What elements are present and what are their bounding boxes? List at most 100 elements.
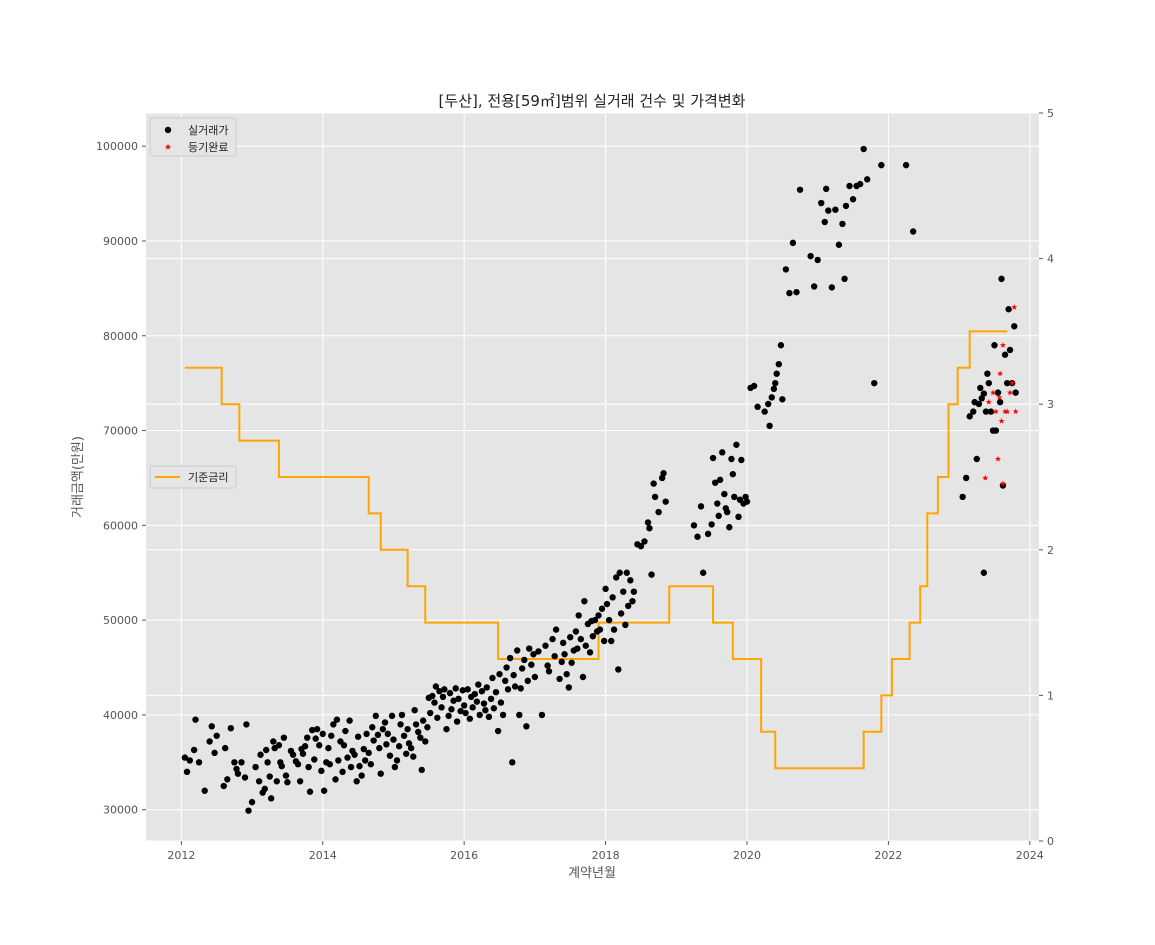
transaction-point	[786, 289, 793, 297]
transaction-point	[452, 685, 459, 692]
transaction-point	[708, 521, 715, 528]
transaction-point	[475, 681, 482, 688]
y2-axis-ticks: 0 1 2 3 4 5	[1039, 107, 1054, 848]
transaction-point	[388, 712, 396, 720]
legend-line: 기준금리	[149, 465, 237, 489]
transaction-point	[772, 379, 779, 387]
transaction-point	[464, 686, 471, 693]
y-tick-label-3: 60000	[103, 519, 138, 532]
transaction-point	[552, 626, 560, 633]
transaction-point	[723, 508, 731, 516]
transaction-point	[591, 616, 599, 624]
transaction-point	[728, 455, 735, 463]
transaction-point	[257, 751, 264, 758]
transaction-point	[262, 746, 270, 754]
transaction-point	[731, 493, 738, 501]
transaction-point	[1012, 389, 1019, 396]
transaction-point	[231, 759, 238, 766]
transaction-point	[567, 633, 574, 641]
transaction-point	[446, 689, 454, 697]
transaction-point	[296, 778, 304, 785]
transaction-point	[419, 717, 427, 724]
x-tick-label-2: 2016	[450, 849, 478, 862]
transaction-point	[370, 737, 377, 744]
transaction-point	[996, 398, 1004, 406]
transaction-point	[347, 763, 355, 771]
transaction-point	[1006, 346, 1014, 354]
transaction-point	[390, 736, 397, 743]
transaction-point	[318, 767, 325, 775]
y2-tick-label-3: 3	[1047, 398, 1054, 411]
transaction-point	[422, 738, 429, 745]
transaction-point	[650, 480, 657, 487]
transaction-point	[655, 508, 662, 516]
transaction-point	[579, 673, 587, 681]
transaction-point	[299, 750, 307, 757]
x-tick-label-4: 2020	[733, 849, 761, 862]
transaction-point	[878, 161, 885, 169]
registered-point	[999, 480, 1006, 487]
transaction-point	[386, 752, 394, 759]
x-tick-label-5: 2022	[874, 849, 902, 862]
transaction-point	[577, 635, 585, 643]
transaction-point	[208, 723, 215, 730]
transaction-point	[407, 744, 415, 752]
y-axis-ticks: 30000 40000 50000 60000 70000 80000 90000 10000…	[96, 140, 146, 817]
transaction-point	[528, 661, 535, 668]
transaction-point	[510, 671, 517, 679]
transaction-point	[549, 635, 556, 643]
transaction-point	[418, 766, 425, 774]
transaction-point	[496, 670, 503, 678]
transaction-point	[499, 711, 507, 719]
transaction-point	[856, 180, 864, 188]
transaction-point	[600, 637, 608, 645]
transaction-point	[598, 605, 606, 612]
transaction-point	[719, 449, 726, 456]
legend-registered-marker	[164, 143, 172, 150]
transaction-point	[415, 728, 422, 736]
transaction-point	[973, 455, 980, 463]
transaction-point	[261, 785, 268, 793]
transaction-point	[476, 711, 483, 719]
transaction-point	[478, 688, 486, 695]
transaction-point	[485, 713, 493, 721]
transaction-point	[450, 697, 457, 704]
transaction-point	[308, 726, 316, 734]
transaction-point	[992, 427, 1000, 434]
x-tick-label-3: 2018	[592, 849, 620, 862]
transaction-point	[490, 705, 498, 712]
transaction-point	[743, 498, 751, 505]
transaction-point	[284, 779, 291, 786]
transaction-point	[243, 721, 250, 728]
y-tick-label-0: 30000	[103, 804, 138, 817]
transaction-point	[501, 677, 509, 685]
transaction-point	[304, 734, 311, 741]
transaction-point	[595, 612, 602, 619]
transaction-point	[572, 628, 580, 635]
transaction-point	[356, 762, 363, 770]
transaction-point	[690, 522, 698, 529]
transaction-point	[393, 757, 401, 764]
legend-transactions-label: 실거래가	[188, 124, 228, 137]
transaction-point	[516, 711, 523, 719]
transaction-point	[545, 668, 553, 675]
transaction-point	[646, 524, 653, 532]
transaction-point	[487, 695, 495, 703]
transaction-point	[264, 759, 271, 766]
transaction-point	[704, 530, 712, 538]
transaction-point	[326, 761, 334, 768]
transaction-point	[789, 239, 797, 247]
registered-point	[996, 394, 1003, 400]
transaction-point	[775, 360, 783, 368]
transaction-point	[1001, 351, 1009, 358]
transaction-point	[339, 768, 346, 776]
transaction-point	[395, 743, 403, 750]
transaction-point	[526, 645, 533, 652]
transaction-point	[227, 724, 235, 732]
transaction-point	[376, 744, 383, 752]
transaction-point	[835, 241, 843, 248]
transaction-point	[603, 600, 611, 608]
transaction-point	[267, 795, 275, 802]
transaction-point	[841, 275, 848, 283]
transaction-point	[305, 763, 312, 771]
